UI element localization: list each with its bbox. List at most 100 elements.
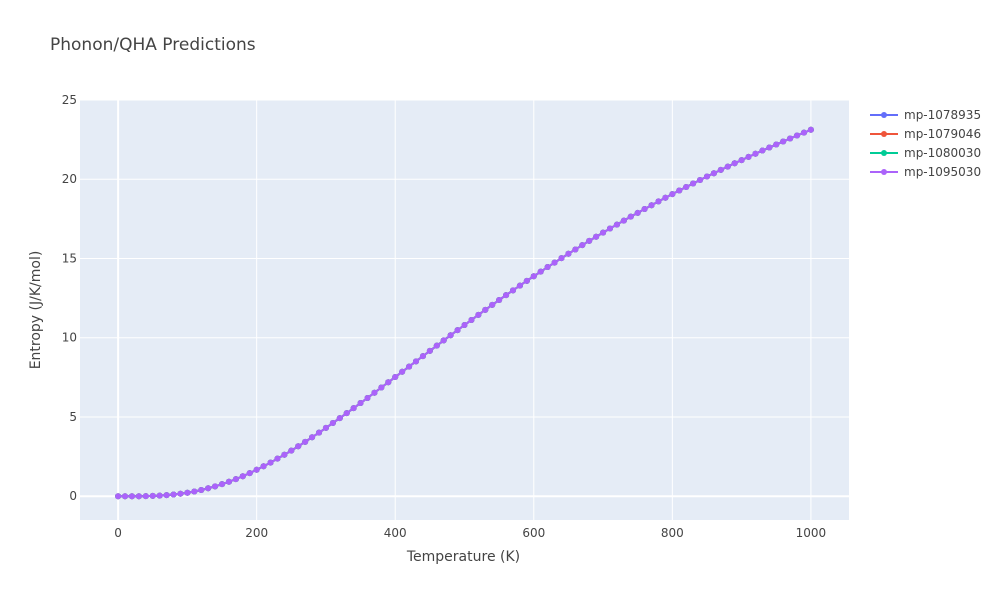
data-point — [738, 157, 745, 164]
data-point — [634, 209, 641, 216]
data-point — [260, 463, 267, 470]
data-point — [780, 138, 787, 145]
y-tick-label: 10 — [62, 331, 77, 345]
data-point — [433, 342, 440, 349]
data-point — [385, 379, 392, 386]
data-point — [516, 282, 523, 289]
data-point — [316, 429, 323, 436]
legend-marker — [881, 169, 887, 175]
data-point — [496, 297, 503, 304]
data-point — [232, 476, 239, 483]
data-point — [274, 455, 281, 462]
data-point — [440, 337, 447, 344]
legend-item[interactable]: mp-1080030 — [870, 146, 981, 160]
data-point — [191, 488, 198, 495]
data-point — [246, 470, 253, 477]
y-tick-label: 15 — [62, 251, 77, 265]
data-point — [468, 316, 475, 323]
data-point — [482, 306, 489, 313]
data-point — [205, 485, 212, 492]
y-tick-label: 5 — [69, 410, 77, 424]
legend-item[interactable]: mp-1095030 — [870, 165, 981, 179]
x-axis-title: Temperature (K) — [406, 549, 520, 565]
legend-marker — [881, 131, 887, 137]
x-tick-label: 800 — [661, 526, 684, 540]
y-axis-ticks: 0 5 10 15 20 25 — [62, 93, 77, 503]
data-point — [219, 481, 226, 488]
data-point — [454, 327, 461, 334]
data-point — [759, 147, 766, 154]
data-point — [309, 434, 316, 441]
y-tick-label: 0 — [69, 489, 77, 503]
data-point — [613, 221, 620, 228]
data-point — [343, 410, 350, 417]
data-point — [807, 126, 814, 133]
data-point — [142, 493, 149, 500]
data-point — [115, 493, 122, 500]
data-point — [565, 250, 572, 257]
data-point — [371, 389, 378, 396]
data-point — [329, 420, 336, 426]
data-point — [606, 225, 613, 232]
data-point — [336, 415, 343, 422]
data-point — [745, 153, 752, 160]
data-point — [225, 478, 232, 485]
data-point — [447, 332, 454, 339]
data-point — [800, 129, 807, 136]
x-axis-ticks: 0 200 400 600 800 1000 — [114, 526, 826, 540]
data-point — [773, 141, 780, 148]
data-point — [710, 170, 717, 177]
data-point — [593, 233, 600, 240]
data-point — [703, 173, 710, 180]
x-tick-label: 400 — [384, 526, 407, 540]
legend-item[interactable]: mp-1078935 — [870, 108, 981, 122]
data-point — [794, 132, 801, 139]
data-point — [378, 384, 385, 391]
data-point — [787, 135, 794, 142]
legend-label: mp-1095030 — [904, 165, 981, 179]
data-point — [697, 177, 704, 184]
data-point — [128, 493, 135, 500]
data-point — [461, 322, 468, 329]
data-point — [253, 466, 260, 473]
data-point — [676, 187, 683, 194]
data-point — [170, 491, 177, 498]
data-point — [322, 424, 329, 431]
data-point — [641, 206, 648, 213]
x-tick-label: 600 — [522, 526, 545, 540]
y-tick-label: 25 — [62, 93, 77, 107]
data-point — [122, 493, 129, 500]
data-point — [350, 405, 357, 412]
x-tick-label: 1000 — [796, 526, 827, 540]
data-point — [364, 394, 371, 401]
grid-lines — [80, 99, 849, 520]
data-point — [627, 213, 634, 220]
data-point — [572, 246, 579, 253]
legend-marker — [881, 150, 887, 156]
data-point — [648, 202, 655, 209]
data-point — [510, 287, 516, 294]
legend-item[interactable]: mp-1079046 — [870, 127, 981, 141]
x-tick-label: 200 — [245, 526, 268, 540]
data-point — [184, 489, 191, 496]
data-point — [600, 229, 607, 236]
data-point — [163, 492, 170, 499]
legend-label: mp-1080030 — [904, 146, 981, 160]
y-tick-label: 20 — [62, 172, 77, 186]
data-point — [267, 459, 274, 466]
data-point — [357, 400, 364, 407]
data-point — [392, 374, 399, 381]
data-point — [523, 277, 530, 284]
data-point — [489, 301, 496, 308]
series-mp-1095030 — [115, 126, 814, 500]
data-point — [503, 292, 510, 299]
legend-marker — [881, 112, 887, 118]
legend-label: mp-1079046 — [904, 127, 981, 141]
data-point — [399, 368, 406, 375]
data-point — [690, 180, 697, 187]
data-point — [586, 237, 593, 244]
data-point — [302, 438, 309, 445]
data-point — [156, 492, 163, 499]
data-point — [135, 493, 142, 500]
